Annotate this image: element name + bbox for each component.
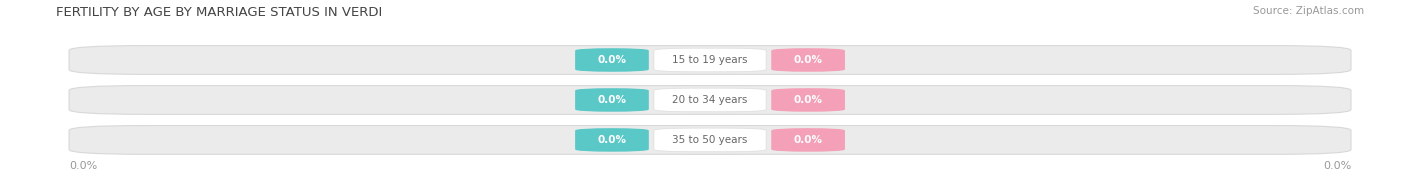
Text: 0.0%: 0.0% — [793, 55, 823, 65]
FancyBboxPatch shape — [654, 88, 766, 112]
Text: 0.0%: 0.0% — [69, 161, 97, 171]
FancyBboxPatch shape — [575, 88, 648, 112]
Text: 0.0%: 0.0% — [1323, 161, 1351, 171]
Text: 0.0%: 0.0% — [793, 95, 823, 105]
FancyBboxPatch shape — [772, 88, 845, 112]
FancyBboxPatch shape — [772, 128, 845, 152]
Text: 0.0%: 0.0% — [598, 95, 627, 105]
Text: Source: ZipAtlas.com: Source: ZipAtlas.com — [1253, 6, 1364, 16]
FancyBboxPatch shape — [654, 128, 766, 152]
Text: 0.0%: 0.0% — [598, 55, 627, 65]
Text: FERTILITY BY AGE BY MARRIAGE STATUS IN VERDI: FERTILITY BY AGE BY MARRIAGE STATUS IN V… — [56, 6, 382, 19]
FancyBboxPatch shape — [69, 86, 1351, 114]
FancyBboxPatch shape — [575, 48, 648, 72]
Text: 35 to 50 years: 35 to 50 years — [672, 135, 748, 145]
FancyBboxPatch shape — [69, 46, 1351, 74]
FancyBboxPatch shape — [69, 126, 1351, 154]
Text: 20 to 34 years: 20 to 34 years — [672, 95, 748, 105]
Text: 0.0%: 0.0% — [598, 135, 627, 145]
FancyBboxPatch shape — [654, 48, 766, 72]
FancyBboxPatch shape — [575, 128, 648, 152]
FancyBboxPatch shape — [772, 48, 845, 72]
Text: 15 to 19 years: 15 to 19 years — [672, 55, 748, 65]
Text: 0.0%: 0.0% — [793, 135, 823, 145]
